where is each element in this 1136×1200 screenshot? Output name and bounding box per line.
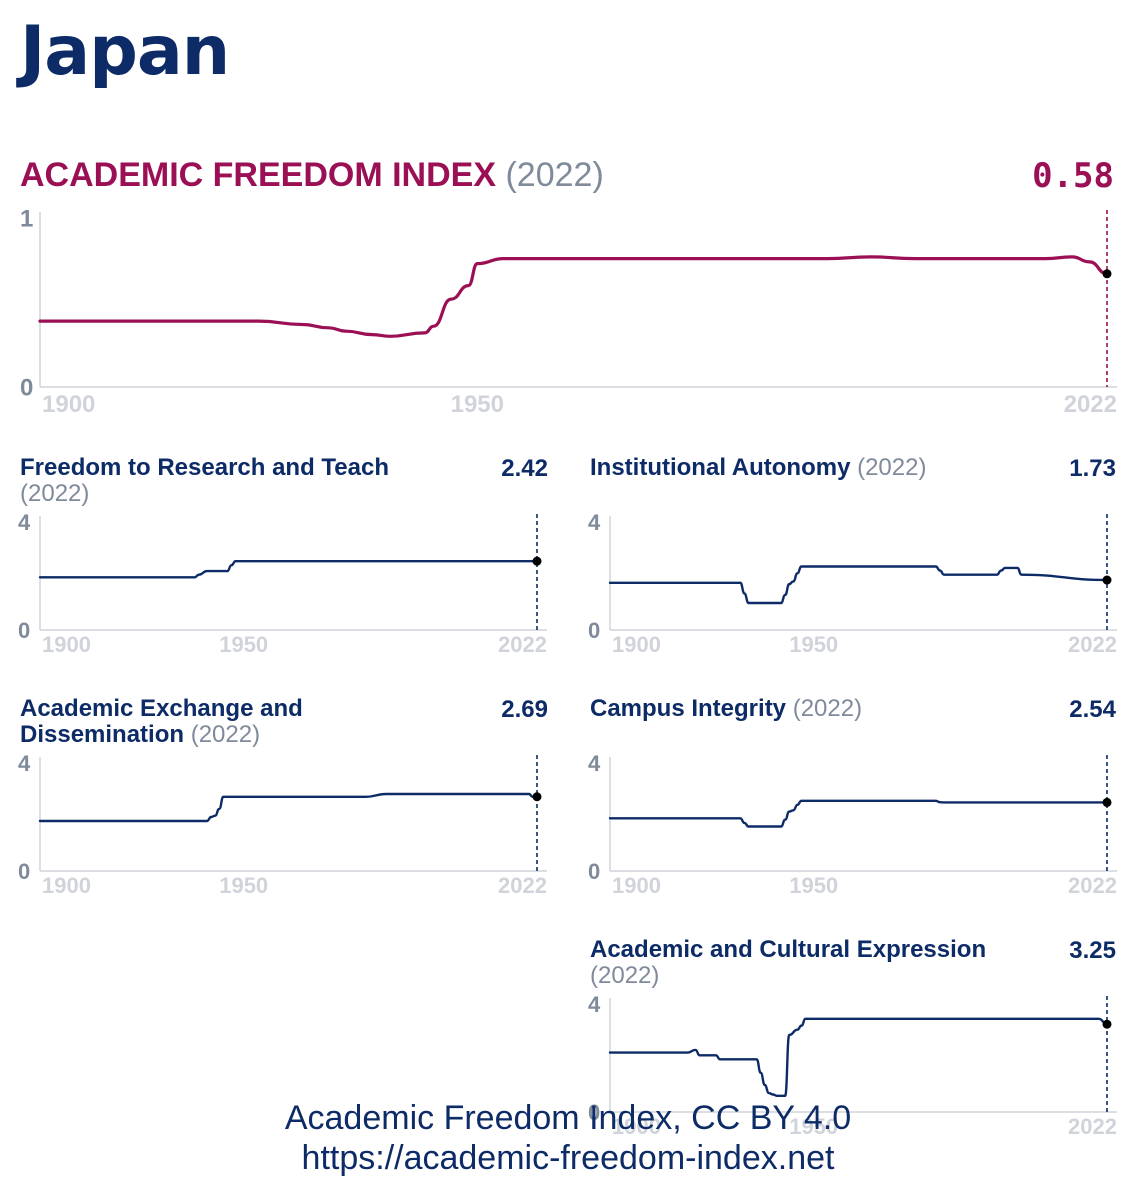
aed-title-text: Academic Exchange and Dissemination: [20, 695, 303, 748]
ia-year: (2022): [857, 454, 927, 481]
ci-year: (2022): [792, 695, 863, 722]
afi-x-tick-label: 2022: [1064, 391, 1117, 418]
ace-chart: 0 4 1900 1950 2022: [588, 992, 1117, 1139]
frt-value: 2.42: [501, 455, 548, 482]
ace-y-tick-label: 4: [588, 992, 601, 1017]
afi-series-line: [38, 255, 1109, 338]
frt-chart: 0 4 1900 1950 2022: [18, 510, 547, 657]
aed-x-tick-label: 1950: [219, 873, 268, 898]
footer-url: https://academic-freedom-index.net: [301, 1139, 835, 1177]
frt-x-tick-label: 2022: [498, 632, 547, 657]
footer-license: Academic Freedom Index, CC BY 4.0: [284, 1099, 852, 1137]
frt-latest-point: [532, 556, 542, 566]
ia-x-tick-label: 1900: [612, 632, 661, 657]
frt-x-tick-label: 1900: [42, 632, 91, 657]
frt-y-tick-label: 4: [18, 510, 31, 535]
ace-year: (2022): [590, 962, 660, 989]
frt-title-text: Freedom to Research and Teach: [20, 454, 389, 481]
ace-x-tick-label: 1900: [612, 1114, 661, 1139]
ci-x-tick-label: 1900: [612, 873, 661, 898]
main-chart-title-text: ACADEMIC FREEDOM INDEX: [20, 156, 497, 194]
ia-x-tick-label: 1950: [789, 632, 838, 657]
frt-x-tick-label: 1950: [219, 632, 268, 657]
ci-x-tick-label: 2022: [1068, 873, 1117, 898]
aed-x-tick-label: 2022: [498, 873, 547, 898]
ace-x-tick-label: 1950: [789, 1114, 838, 1139]
ia-latest-point: [1102, 575, 1112, 585]
afi-x-tick-label: 1950: [451, 391, 504, 418]
ia-y-tick-label: 4: [588, 510, 601, 535]
ace-latest-point: [1102, 1019, 1112, 1029]
country-title: Japan: [20, 12, 230, 91]
frt-y-tick-label: 0: [18, 618, 30, 643]
ci-chart: 0 4 1900 1950 2022: [588, 751, 1117, 898]
aed-title: Academic Exchange and Dissemination (202…: [20, 696, 440, 748]
main-chart-value: 0.58: [1032, 156, 1114, 196]
main-chart-title: ACADEMIC FREEDOM INDEX (2022): [20, 156, 604, 195]
afi-chart: 0 1 1900 1950 2022: [20, 206, 1117, 418]
ci-x-tick-label: 1950: [789, 873, 838, 898]
ace-series-line: [608, 1017, 1109, 1097]
afi-y-tick-label: 0: [20, 375, 33, 402]
aed-chart: 0 4 1900 1950 2022: [18, 751, 547, 898]
afi-x-tick-label: 1900: [42, 391, 95, 418]
frt-year: (2022): [20, 480, 90, 507]
aed-series-line: [38, 792, 539, 823]
ia-value: 1.73: [1069, 455, 1116, 482]
ci-y-tick-label: 0: [588, 859, 600, 884]
ace-y-tick-label: 0: [588, 1100, 600, 1125]
ace-title-text: Academic and Cultural Expression: [590, 936, 987, 963]
ia-chart: 0 4 1900 1950 2022: [588, 510, 1117, 657]
ia-title-text: Institutional Autonomy: [590, 454, 851, 481]
aed-year: (2022): [190, 721, 261, 748]
ci-latest-point: [1102, 797, 1112, 807]
ia-series-line: [608, 565, 1109, 605]
ia-y-tick-label: 0: [588, 618, 600, 643]
ace-x-tick-label: 2022: [1068, 1114, 1117, 1139]
ace-title: Academic and Cultural Expression (2022): [590, 937, 1050, 989]
frt-title: Freedom to Research and Teach (2022): [20, 455, 460, 507]
ia-title: Institutional Autonomy (2022): [590, 455, 1030, 481]
ace-value: 3.25: [1069, 937, 1116, 964]
ci-y-tick-label: 4: [588, 751, 601, 776]
afi-latest-point: [1102, 269, 1112, 279]
frt-series-line: [38, 560, 539, 579]
aed-x-tick-label: 1900: [42, 873, 91, 898]
ia-x-tick-label: 2022: [1068, 632, 1117, 657]
footer-attribution: Academic Freedom Index, CC BY 4.0 https:…: [0, 1098, 1136, 1178]
ci-series-line: [608, 799, 1109, 828]
main-chart-year: (2022): [505, 156, 604, 194]
ci-title: Campus Integrity (2022): [590, 696, 1030, 722]
ci-value: 2.54: [1069, 696, 1116, 723]
afi-y-tick-label: 1: [20, 206, 33, 233]
aed-value: 2.69: [501, 696, 548, 723]
aed-latest-point: [532, 792, 542, 802]
ci-title-text: Campus Integrity: [590, 695, 787, 722]
aed-y-tick-label: 0: [18, 859, 30, 884]
aed-y-tick-label: 4: [18, 751, 31, 776]
